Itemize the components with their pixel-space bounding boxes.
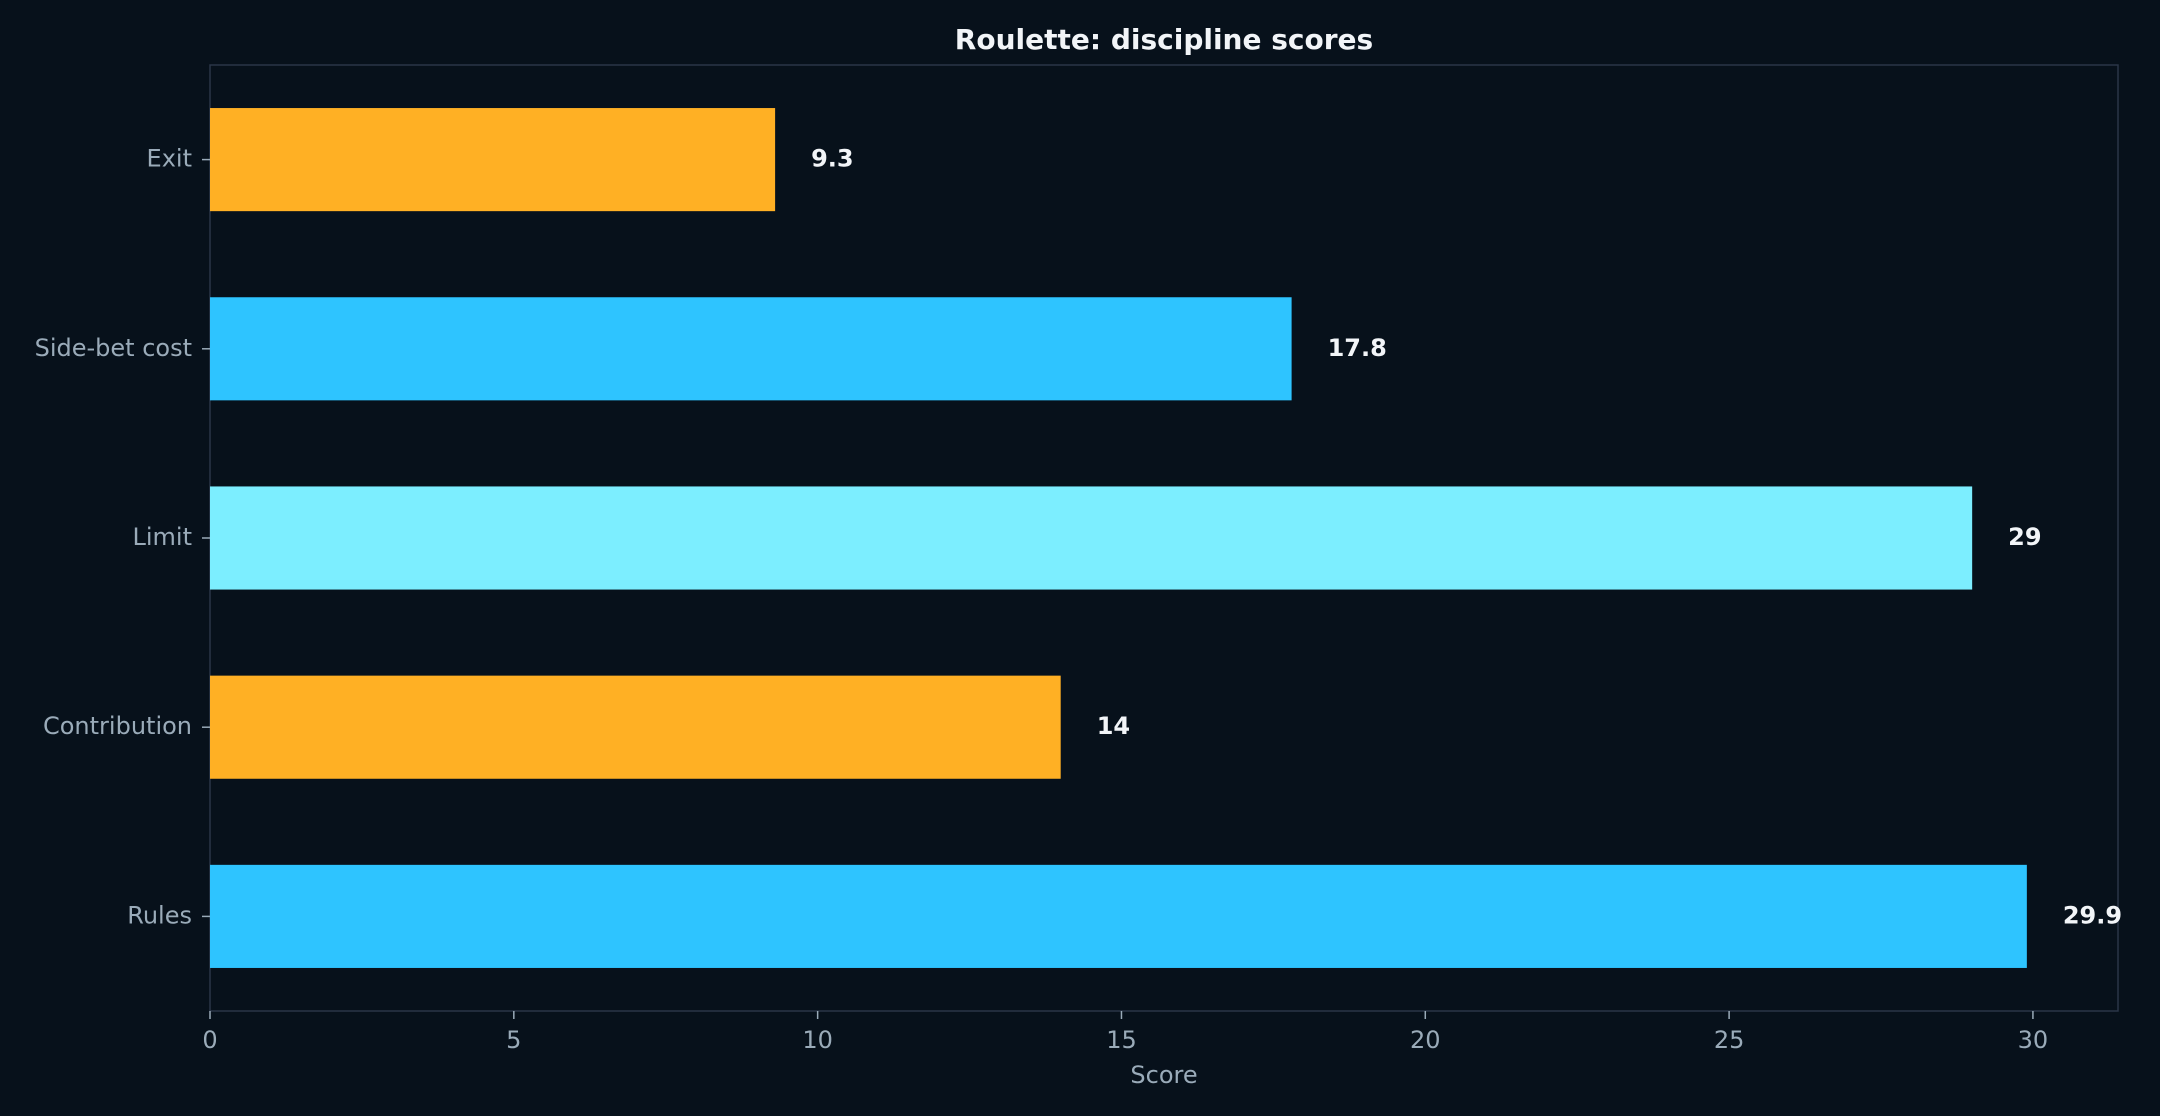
category-label-contribution: Contribution [43, 712, 192, 740]
bar-rules [210, 864, 2027, 968]
category-labels-group: Rules Contribution Limit Side-bet cost Exit [35, 145, 210, 929]
x-axis-label: Score [1130, 1061, 1197, 1089]
data-label-side-bet-cost: 17.8 [1328, 334, 1387, 362]
category-label-side-bet-cost: Side-bet cost [35, 334, 192, 362]
x-tick-label-5: 5 [506, 1026, 521, 1054]
bars-group: 29.9 14 29 17.8 9.3 [210, 108, 2122, 968]
data-label-limit: 29 [2008, 523, 2041, 551]
x-tick-label-30: 30 [2018, 1026, 2049, 1054]
x-tick-label-20: 20 [1410, 1026, 1441, 1054]
category-label-limit: Limit [133, 523, 193, 551]
data-label-contribution: 14 [1097, 712, 1130, 740]
x-tick-label-25: 25 [1714, 1026, 1745, 1054]
bar-contribution [210, 675, 1061, 779]
x-tick-label-10: 10 [802, 1026, 833, 1054]
x-ticks-group: 0 5 10 15 20 25 30 [202, 1011, 2048, 1054]
data-label-exit: 9.3 [811, 145, 854, 173]
bar-exit [210, 108, 776, 212]
x-tick-label-15: 15 [1106, 1026, 1137, 1054]
bar-side-bet-cost [210, 297, 1292, 401]
bar-limit [210, 486, 1973, 590]
x-tick-label-0: 0 [202, 1026, 217, 1054]
data-label-rules: 29.9 [2063, 901, 2122, 929]
category-label-rules: Rules [127, 901, 192, 929]
chart-title: Roulette: discipline scores [955, 23, 1373, 56]
category-label-exit: Exit [147, 145, 192, 173]
